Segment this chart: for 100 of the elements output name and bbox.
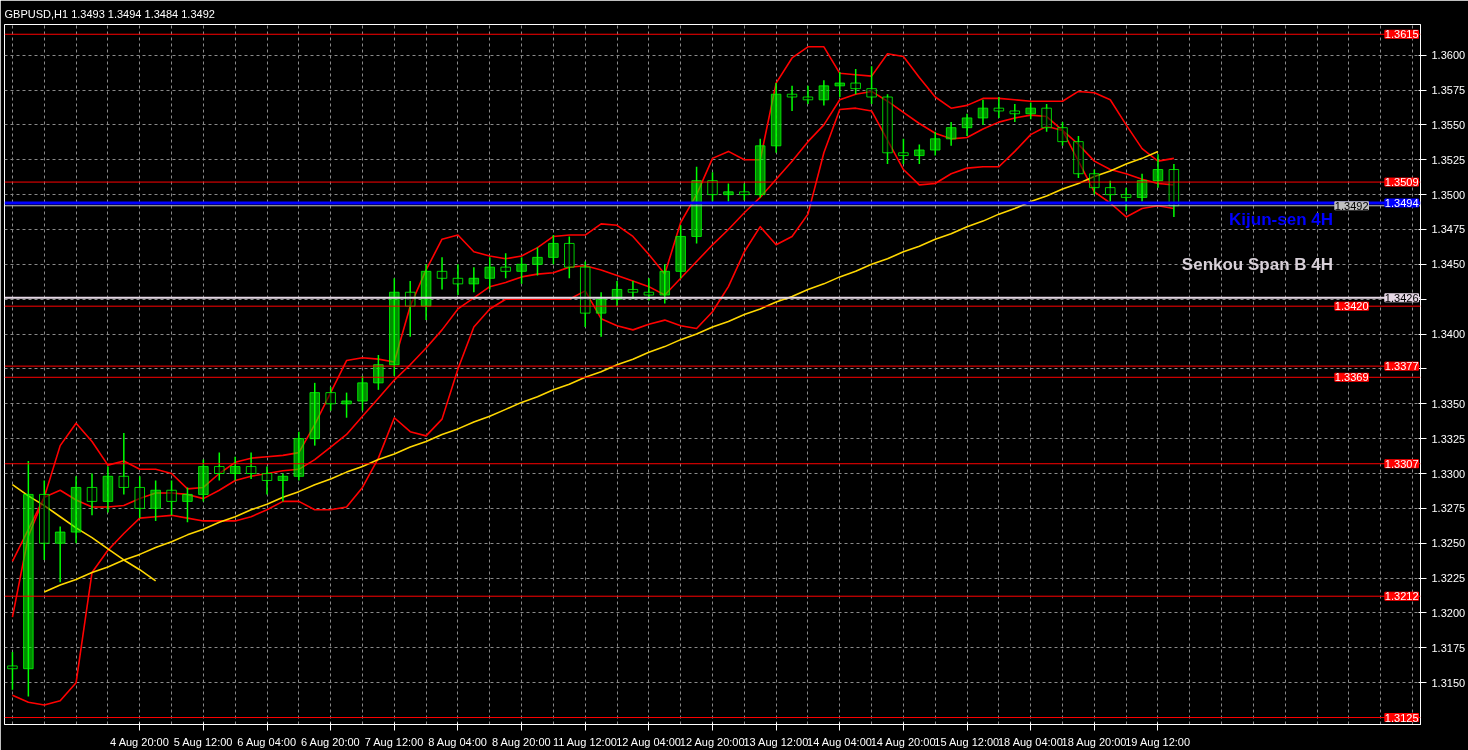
candlestick <box>182 486 193 524</box>
candlestick <box>595 291 607 338</box>
x-tick-label: 8 Aug 20:00 <box>491 735 551 748</box>
candlestick <box>229 456 241 482</box>
candlestick <box>723 182 734 203</box>
candlestick <box>484 256 496 291</box>
candlestick <box>468 266 480 293</box>
ref-line-label: 1.3212 <box>1384 590 1419 603</box>
candlestick <box>357 375 368 412</box>
ref-line-label: 1.3377 <box>1384 360 1419 373</box>
candlestick <box>389 277 400 377</box>
candlestick <box>309 382 321 447</box>
candlestick <box>420 263 432 321</box>
candlestick <box>564 235 575 280</box>
x-tick-label: 5 Aug 12:00 <box>173 735 233 748</box>
y-tick-label: 1.3500 <box>1431 188 1466 201</box>
ref-line-label: 1.3494 <box>1384 196 1419 209</box>
ref-line-label: 1.3420 <box>1334 300 1369 313</box>
x-tick-label: 6 Aug 04:00 <box>237 735 297 748</box>
candlestick <box>277 472 289 503</box>
candlestick <box>532 246 543 277</box>
candlestick <box>977 99 989 126</box>
candlestick <box>1073 135 1084 179</box>
ref-line-label: 1.3369 <box>1334 371 1369 384</box>
y-tick-label: 1.3550 <box>1431 118 1466 131</box>
y-tick-label: 1.3225 <box>1431 572 1466 585</box>
y-tick-label: 1.3250 <box>1431 537 1466 550</box>
candlestick <box>198 458 209 503</box>
candlestick <box>436 256 448 291</box>
x-tick-label: 6 Aug 20:00 <box>300 735 360 748</box>
candlestick <box>39 479 50 561</box>
candlestick <box>261 465 273 496</box>
candlestick <box>945 121 957 147</box>
candlestick <box>1120 186 1132 213</box>
candlestick <box>914 143 925 165</box>
candlestick <box>118 432 130 496</box>
annotation: Kijun-sen 4H <box>1229 210 1333 229</box>
candlestick <box>150 479 161 522</box>
x-tick-label: 12 Aug 04:00 <box>616 735 681 748</box>
candlestick <box>86 472 98 517</box>
ref-line-label: 1.3615 <box>1384 28 1419 41</box>
y-tick-label: 1.3400 <box>1431 328 1466 341</box>
y-tick-label: 1.3350 <box>1431 397 1466 410</box>
candlestick <box>786 85 798 112</box>
y-tick-label: 1.3600 <box>1431 49 1466 62</box>
y-tick-label: 1.3575 <box>1431 84 1466 97</box>
candlestick <box>1057 121 1068 147</box>
candlestick <box>214 451 225 482</box>
candlestick <box>898 138 909 165</box>
candlestick <box>850 68 861 95</box>
x-tick-label: 14 Aug 04:00 <box>807 735 872 748</box>
y-tick-label: 1.3300 <box>1431 467 1466 480</box>
ref-line-label: 1.3125 <box>1384 711 1419 724</box>
candlestick <box>102 465 114 514</box>
candlestick <box>54 525 66 584</box>
y-tick-label: 1.3150 <box>1431 676 1466 689</box>
candlestick <box>834 71 846 98</box>
ref-line-label: 1.3509 <box>1384 176 1419 189</box>
candlestick <box>579 260 591 328</box>
candlestick <box>70 475 82 544</box>
candlestick <box>993 96 1005 119</box>
candlestick <box>516 256 527 285</box>
x-tick-label: 4 Aug 20:00 <box>110 735 169 748</box>
candlestick <box>1041 103 1052 133</box>
y-tick-label: 1.3200 <box>1431 606 1466 619</box>
candlestick <box>866 65 877 105</box>
candlestick <box>325 386 336 412</box>
candlestick <box>23 460 34 698</box>
x-tick-label: 15 Aug 12:00 <box>934 735 1000 748</box>
ref-line-label: 1.3307 <box>1384 457 1419 470</box>
candlestick <box>659 263 671 305</box>
x-tick-label: 13 Aug 12:00 <box>743 735 809 748</box>
candlestick <box>245 451 257 480</box>
x-tick-label: 19 Aug 12:00 <box>1125 735 1191 748</box>
candlestick <box>929 131 941 157</box>
candlestick <box>500 252 511 280</box>
candlestick <box>675 224 686 280</box>
candlestick <box>7 651 18 691</box>
x-tick-label: 11 Aug 12:00 <box>552 735 617 748</box>
y-tick-label: 1.3175 <box>1431 641 1466 654</box>
candlestick <box>643 277 655 302</box>
candlestick <box>1009 103 1021 123</box>
candlestick <box>293 430 305 482</box>
y-tick-label: 1.3525 <box>1431 153 1466 166</box>
candlestick <box>1152 153 1164 189</box>
candlestick <box>770 82 782 154</box>
y-tick-label: 1.3450 <box>1431 258 1466 271</box>
candlestick <box>166 479 177 517</box>
candlestick <box>134 475 146 519</box>
candlestick <box>818 79 830 107</box>
chart-title: GBPUSD,H1 1.3493 1.3494 1.3484 1.3492 <box>4 7 215 20</box>
candlestick <box>802 85 814 105</box>
ref-line-label: 1.3426 <box>1384 291 1419 304</box>
candlestick <box>548 234 559 266</box>
candlestick <box>754 138 766 199</box>
y-tick-label: 1.3325 <box>1431 432 1466 445</box>
x-tick-label: 14 Aug 20:00 <box>870 735 936 748</box>
annotation: Senkou Span B 4H <box>1181 255 1333 274</box>
x-tick-label: 18 Aug 20:00 <box>1061 735 1127 748</box>
x-tick-label: 7 Aug 12:00 <box>364 735 424 748</box>
